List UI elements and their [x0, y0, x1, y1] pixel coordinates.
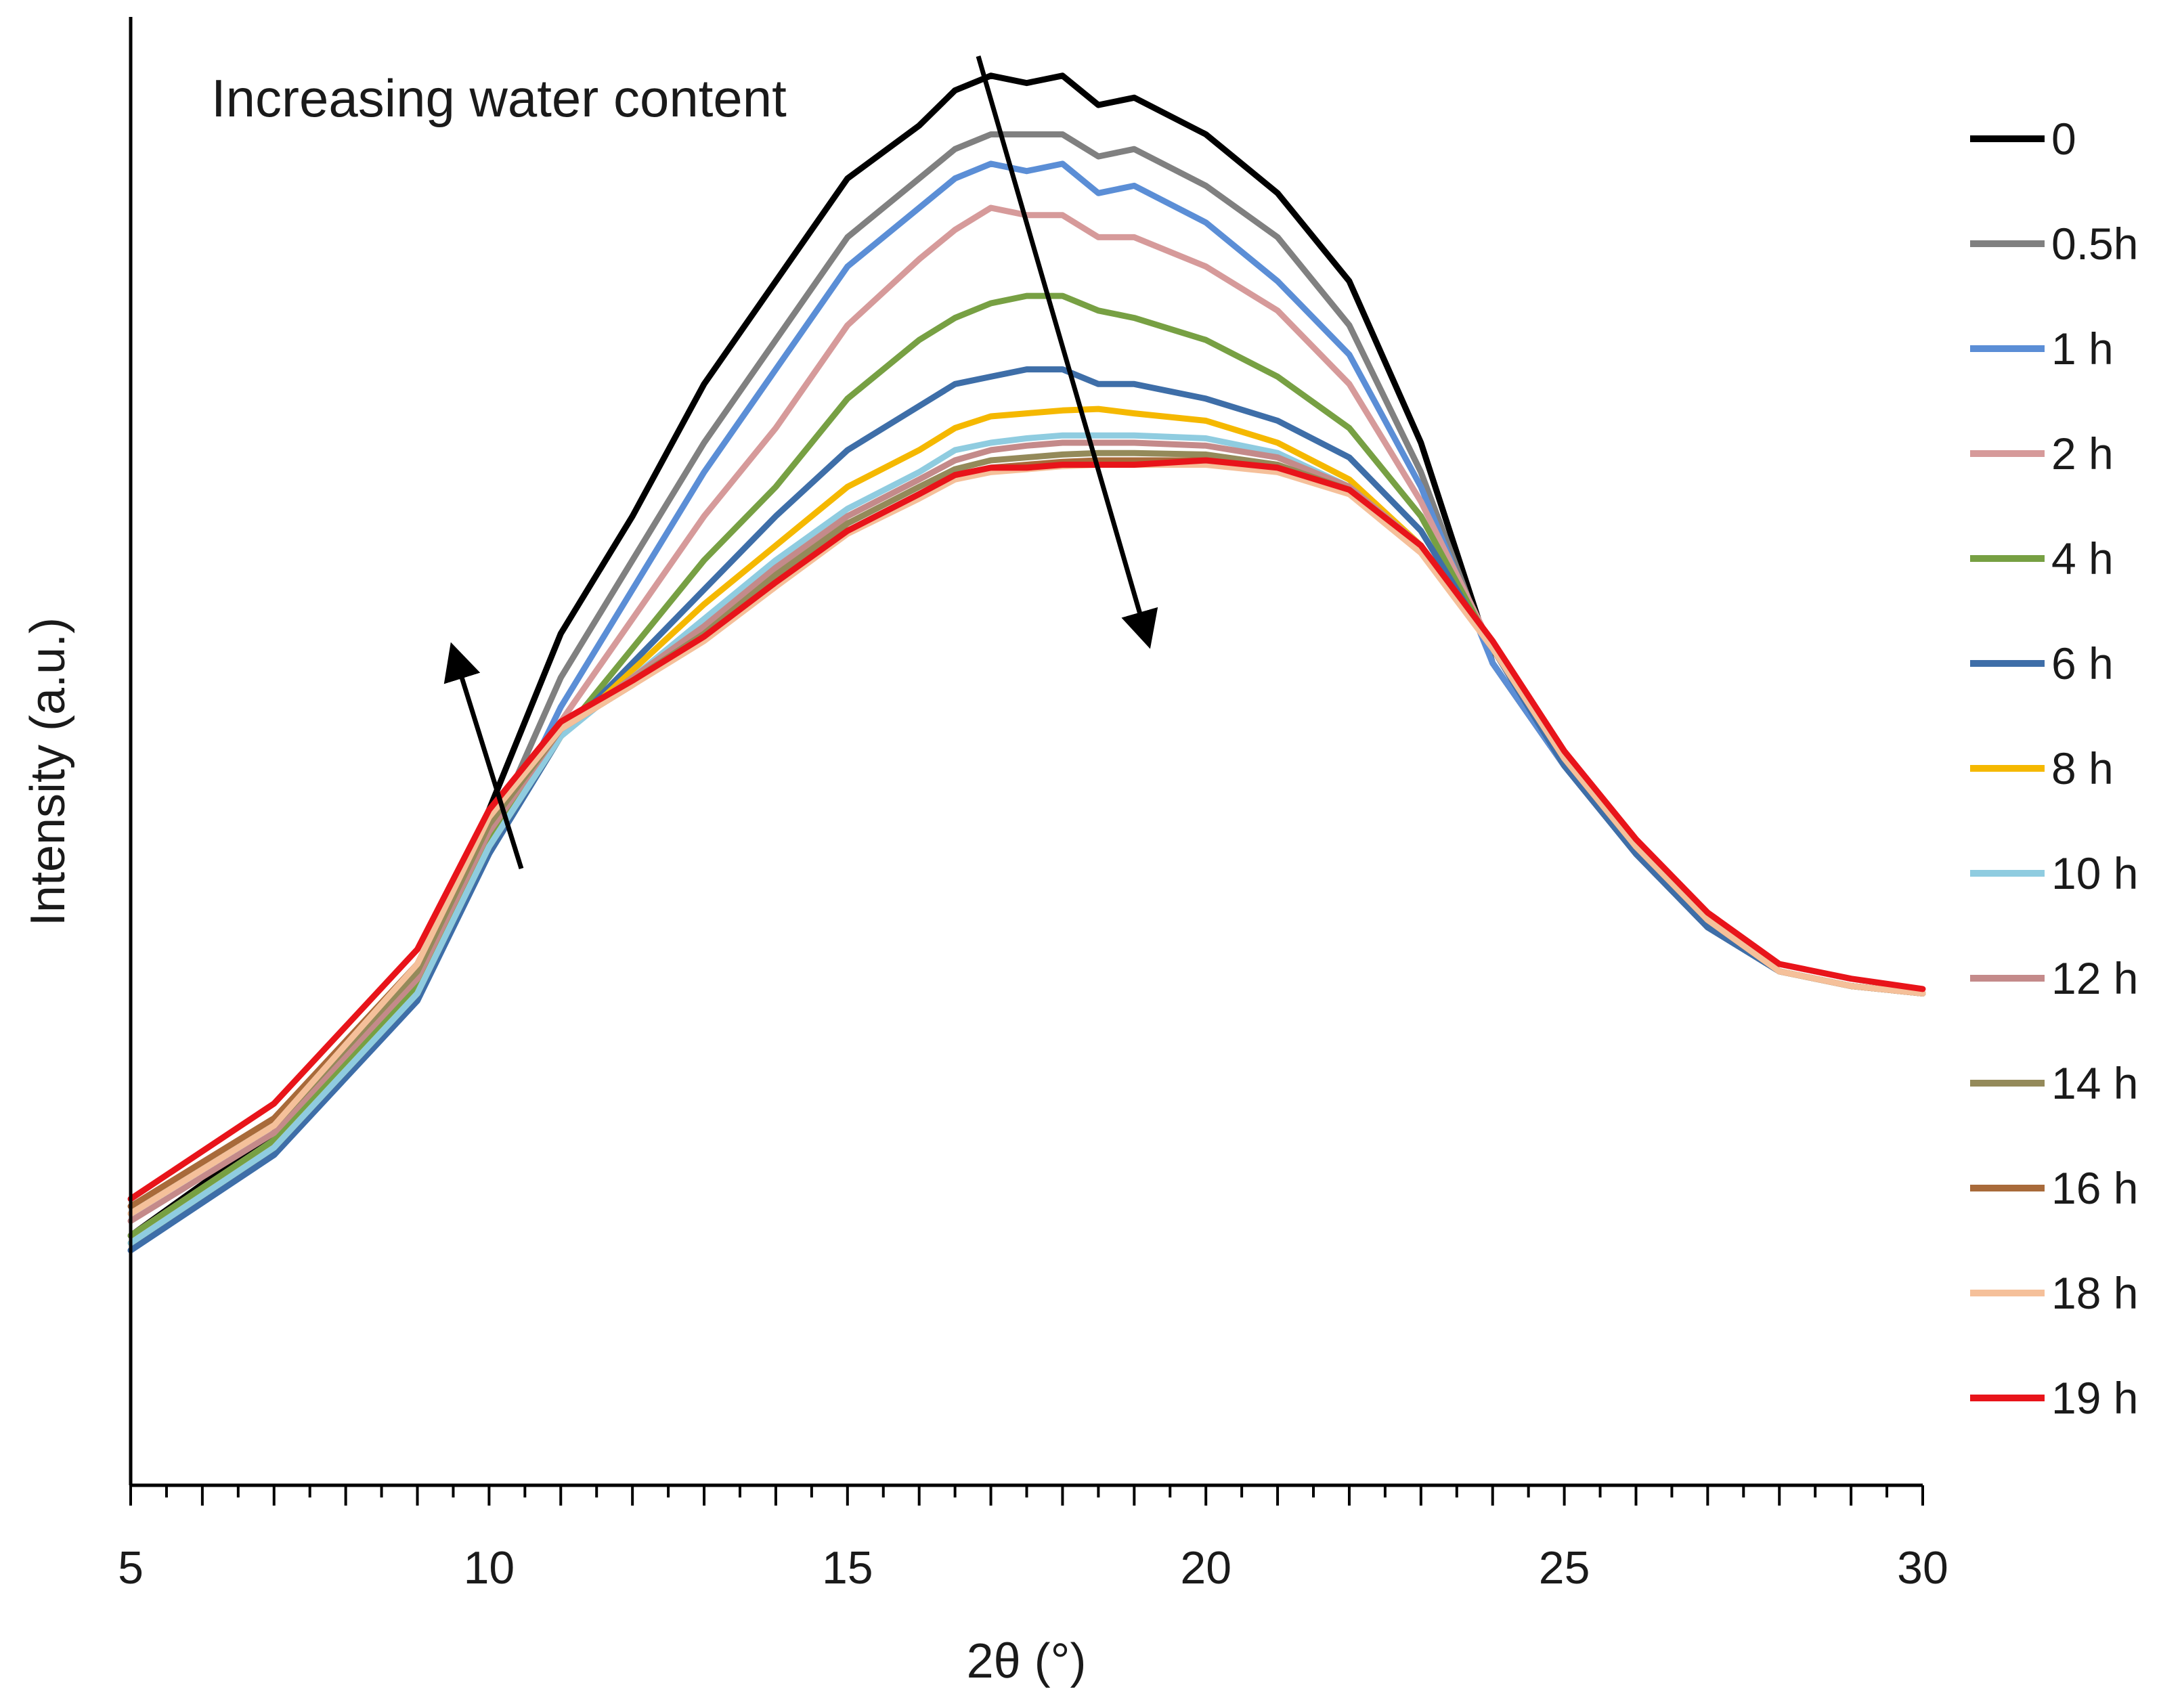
- x-tick-label-20: 20: [1180, 1542, 1231, 1594]
- legend-label-14-h: 14 h: [2051, 1058, 2138, 1108]
- annotation-text: Increasing water content: [211, 68, 787, 128]
- x-axis-title: 2θ (°): [967, 1634, 1087, 1688]
- legend-label-8-h: 8 h: [2051, 743, 2114, 793]
- legend-label-4-h: 4 h: [2051, 533, 2114, 584]
- series-line-1-h: [127, 160, 1926, 1254]
- legend-item-6-h: 6 h: [1970, 638, 2114, 688]
- x-tick-label-15: 15: [822, 1542, 873, 1594]
- series-line-2-h: [127, 204, 1926, 1239]
- x-tick-label-5: 5: [118, 1542, 144, 1594]
- legend-item-10-h: 10 h: [1970, 848, 2138, 898]
- series-line-18-h: [127, 462, 1926, 1217]
- legend-label-10-h: 10 h: [2051, 848, 2138, 898]
- legend-item-1-h: 1 h: [1970, 324, 2114, 374]
- series-line-8-h: [127, 406, 1926, 1246]
- legend-label-19-h: 19 h: [2051, 1373, 2138, 1423]
- legend-item-2-h: 2 h: [1970, 429, 2114, 479]
- series-line-6-h: [127, 366, 1926, 1254]
- legend-label-0-5h: 0.5h: [2051, 219, 2138, 269]
- y-axis-title: Intensity (a.u.): [21, 617, 75, 926]
- series-layer: [127, 72, 1926, 1254]
- series-line-12-h: [127, 439, 1926, 1225]
- x-tick-layer: 5 10 15 20 25 30: [118, 1485, 1948, 1594]
- series-line-14-h: [127, 450, 1926, 1217]
- legend-item-4-h: 4 h: [1970, 533, 2114, 584]
- series-line-0: [127, 72, 1926, 1239]
- legend-label-1-h: 1 h: [2051, 324, 2114, 374]
- series-line-10-h: [127, 432, 1926, 1246]
- legend-item-0-5h: 0.5h: [1970, 219, 2138, 269]
- legend-item-18-h: 18 h: [1970, 1268, 2138, 1318]
- legend-label-16-h: 16 h: [2051, 1163, 2138, 1213]
- legend-item-0: 0: [1970, 114, 2076, 164]
- legend-label-18-h: 18 h: [2051, 1268, 2138, 1318]
- series-line-0-5h: [127, 131, 1926, 1239]
- legend-item-12-h: 12 h: [1970, 953, 2138, 1003]
- x-tick-label-30: 30: [1897, 1542, 1948, 1594]
- arrow-left-up: [443, 642, 524, 870]
- series-line-16-h: [127, 457, 1926, 1210]
- legend-item-16-h: 16 h: [1970, 1163, 2138, 1213]
- legend-item-19-h: 19 h: [1970, 1373, 2138, 1423]
- legend-item-8-h: 8 h: [1970, 743, 2114, 793]
- legend-item-14-h: 14 h: [1970, 1058, 2138, 1108]
- legend-label-12-h: 12 h: [2051, 953, 2138, 1003]
- legend: 0 0.5h 1 h 2 h 4 h 6 h 8 h 10 h 12 h 14 h 16 h 18 h…: [1970, 114, 2138, 1423]
- x-tick-label-10: 10: [464, 1542, 515, 1594]
- legend-label-2-h: 2 h: [2051, 429, 2114, 479]
- series-line-19-h: [127, 457, 1926, 1202]
- legend-label-6-h: 6 h: [2051, 638, 2114, 688]
- legend-label-0: 0: [2051, 114, 2076, 164]
- arrow-down: [976, 56, 1158, 649]
- x-tick-label-25: 25: [1539, 1542, 1590, 1594]
